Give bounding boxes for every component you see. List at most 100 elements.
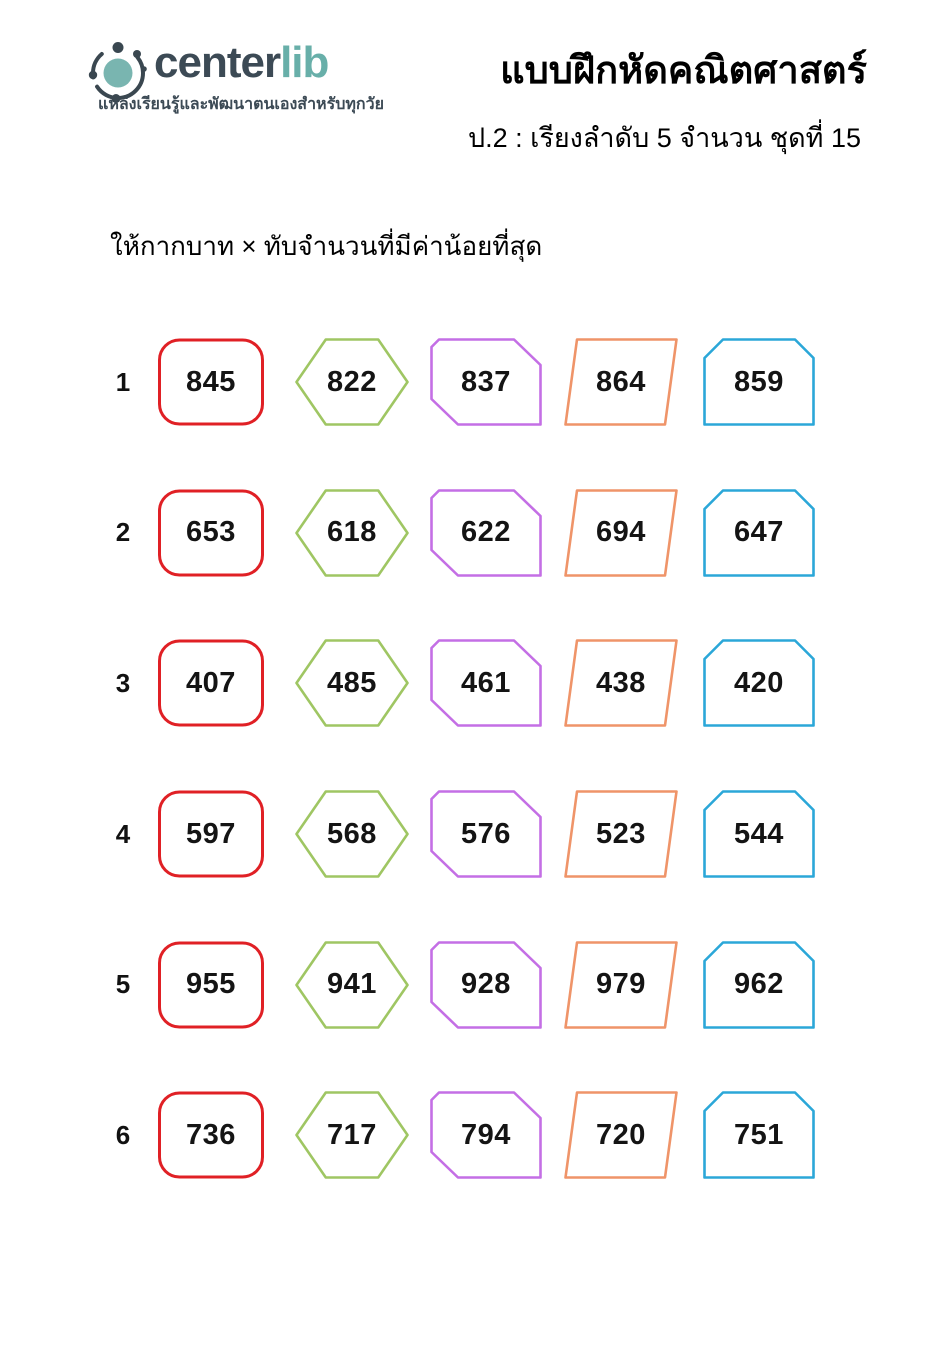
row-number: 6	[115, 1119, 131, 1150]
hexagon-shape	[295, 940, 409, 1029]
title-block: แบบฝึกหัดคณิตศาสตร์ ป.2 : เรียงลำดับ 5 จ…	[468, 50, 867, 159]
snip-top-rect-shape	[703, 488, 815, 577]
parallelogram-shape	[564, 338, 678, 426]
shape-value: 837	[461, 365, 511, 398]
shape-value: 751	[734, 1118, 784, 1151]
shape-value: 736	[186, 1118, 236, 1151]
shape-value: 576	[461, 817, 511, 850]
snip-diagonal-rect-shape	[430, 639, 542, 728]
hexagon-shape	[295, 488, 409, 577]
worksheet-row: 4 597 568 576 523 544	[0, 790, 951, 878]
shape-value: 653	[186, 516, 236, 549]
snip-diagonal-rect-shape	[430, 1091, 542, 1180]
shape-value: 407	[186, 666, 236, 699]
row-number: 1	[115, 366, 131, 397]
shape-value: 622	[461, 516, 511, 549]
rounded-square-cell[interactable]: 407	[158, 639, 264, 727]
shape-value: 597	[186, 817, 236, 850]
rounded-square-cell[interactable]: 845	[158, 338, 264, 426]
rounded-square-cell[interactable]: 736	[158, 1091, 264, 1179]
shape-value: 618	[327, 516, 377, 549]
snip-top-rect-cell[interactable]: 751	[703, 1091, 815, 1180]
hexagon-shape	[295, 639, 409, 728]
hexagon-cell[interactable]: 618	[295, 488, 409, 577]
brand-lib: lib	[280, 38, 329, 87]
hexagon-cell[interactable]: 822	[295, 338, 409, 426]
rounded-square-cell[interactable]: 597	[158, 790, 264, 878]
shape-value: 420	[734, 666, 784, 699]
snip-top-rect-cell[interactable]: 544	[703, 790, 815, 878]
shape-value: 544	[734, 817, 784, 850]
brand-wordmark: centerlib	[154, 38, 384, 87]
row-number: 2	[115, 517, 131, 548]
parallelogram-shape	[564, 790, 678, 878]
parallelogram-shape	[564, 940, 678, 1029]
parallelogram-cell[interactable]: 694	[564, 488, 678, 577]
shape-value: 962	[734, 968, 784, 1001]
hexagon-cell[interactable]: 941	[295, 940, 409, 1029]
worksheet-row: 2 653 618 622 694 647	[0, 488, 951, 577]
parallelogram-cell[interactable]: 523	[564, 790, 678, 878]
snip-diagonal-rect-shape	[430, 790, 542, 878]
snip-diagonal-rect-cell[interactable]: 576	[430, 790, 542, 878]
worksheet-row: 5 955 941 928 979 962	[0, 940, 951, 1029]
rounded-square-shape	[158, 338, 264, 426]
worksheet-row: 6 736 717 794 720 751	[0, 1091, 951, 1180]
rounded-square-shape	[158, 489, 264, 577]
shape-value: 438	[596, 666, 646, 699]
logo-text: centerlib แหล่งเรียนรู้และพัฒนาตนเองสำหร…	[98, 38, 384, 117]
shape-value: 720	[596, 1118, 646, 1151]
rounded-square-cell[interactable]: 955	[158, 941, 264, 1029]
parallelogram-cell[interactable]: 979	[564, 940, 678, 1029]
hexagon-cell[interactable]: 717	[295, 1091, 409, 1180]
snip-top-rect-cell[interactable]: 420	[703, 639, 815, 728]
row-number: 3	[115, 667, 131, 698]
snip-diagonal-rect-cell[interactable]: 928	[430, 940, 542, 1029]
snip-diagonal-rect-cell[interactable]: 461	[430, 639, 542, 728]
parallelogram-cell[interactable]: 864	[564, 338, 678, 426]
shape-value: 647	[734, 516, 784, 549]
hexagon-shape	[295, 790, 409, 878]
row-number: 4	[115, 818, 131, 849]
centerlib-logo-icon	[88, 42, 147, 103]
logo-tagline: แหล่งเรียนรู้และพัฒนาตนเองสำหรับทุกวัย	[98, 96, 384, 114]
instruction-text: ให้กากบาท × ทับจำนวนที่มีค่าน้อยที่สุด	[110, 231, 543, 261]
parallelogram-cell[interactable]: 438	[564, 639, 678, 728]
parallelogram-shape	[564, 488, 678, 577]
parallelogram-shape	[564, 639, 678, 728]
rounded-square-shape	[158, 941, 264, 1029]
snip-diagonal-rect-shape	[430, 338, 542, 426]
snip-top-rect-shape	[703, 940, 815, 1029]
snip-diagonal-rect-cell[interactable]: 794	[430, 1091, 542, 1180]
snip-top-rect-cell[interactable]: 647	[703, 488, 815, 577]
hexagon-cell[interactable]: 485	[295, 639, 409, 728]
worksheet-row: 1 845 822 837 864 859	[0, 338, 951, 426]
parallelogram-shape	[564, 1091, 678, 1180]
snip-diagonal-rect-cell[interactable]: 837	[430, 338, 542, 426]
shape-value: 928	[461, 968, 511, 1001]
snip-top-rect-shape	[703, 1091, 815, 1180]
parallelogram-cell[interactable]: 720	[564, 1091, 678, 1180]
snip-top-rect-shape	[703, 639, 815, 728]
shape-value: 845	[186, 365, 236, 398]
shape-value: 794	[461, 1118, 511, 1151]
rounded-square-shape	[158, 790, 264, 878]
page-subtitle: ป.2 : เรียงลำดับ 5 จำนวน ชุดที่ 15	[467, 122, 861, 153]
rounded-square-cell[interactable]: 653	[158, 489, 264, 577]
hexagon-cell[interactable]: 568	[295, 790, 409, 878]
shape-value: 941	[327, 968, 377, 1001]
shape-value: 485	[327, 666, 377, 699]
snip-diagonal-rect-shape	[430, 940, 542, 1029]
page-title: แบบฝึกหัดคณิตศาสตร์	[500, 50, 867, 92]
shape-value: 979	[596, 968, 646, 1001]
shape-value: 461	[461, 666, 511, 699]
shape-value: 694	[596, 516, 646, 549]
brand-center: center	[154, 38, 281, 87]
snip-diagonal-rect-shape	[430, 488, 542, 577]
snip-top-rect-cell[interactable]: 962	[703, 940, 815, 1029]
snip-top-rect-cell[interactable]: 859	[703, 338, 815, 426]
snip-diagonal-rect-cell[interactable]: 622	[430, 488, 542, 577]
rounded-square-shape	[158, 639, 264, 727]
snip-top-rect-shape	[703, 790, 815, 878]
